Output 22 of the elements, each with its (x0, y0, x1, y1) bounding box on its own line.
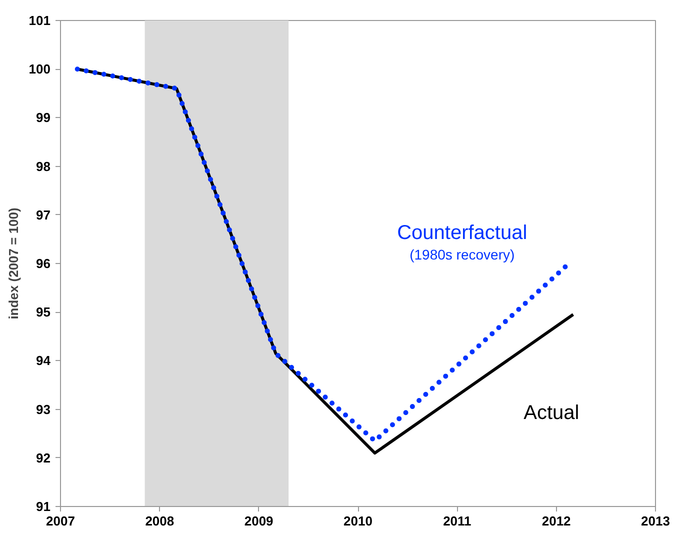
y-tick-label: 98 (36, 158, 51, 174)
y-tick-label: 97 (36, 207, 51, 222)
x-tick-label: 2009 (244, 514, 274, 528)
y-axis-title: index (2007 = 100) (6, 208, 21, 320)
x-tick-label: 2010 (344, 514, 372, 528)
y-tick-label: 94 (36, 353, 52, 368)
y-tick-label: 96 (36, 256, 51, 271)
y-tick-label: 99 (36, 110, 51, 126)
annotation: (1980s recovery) (410, 246, 515, 262)
y-tick-label: 92 (36, 450, 51, 466)
x-tick-label: 2007 (46, 514, 75, 528)
y-tick-label: 101 (28, 13, 51, 28)
x-tick-label: 2012 (542, 514, 571, 528)
y-tick-label: 93 (36, 402, 51, 417)
x-tick-label: 2008 (145, 514, 174, 528)
text: Actual (524, 402, 580, 424)
y-tick-label: 95 (36, 304, 51, 320)
y-tick-label: 100 (28, 62, 51, 77)
x-tick-label: 2011 (443, 514, 472, 528)
x-tick-label: 2013 (641, 514, 670, 528)
y-tick-label: 91 (36, 499, 51, 514)
text: Counterfactual (397, 222, 528, 244)
